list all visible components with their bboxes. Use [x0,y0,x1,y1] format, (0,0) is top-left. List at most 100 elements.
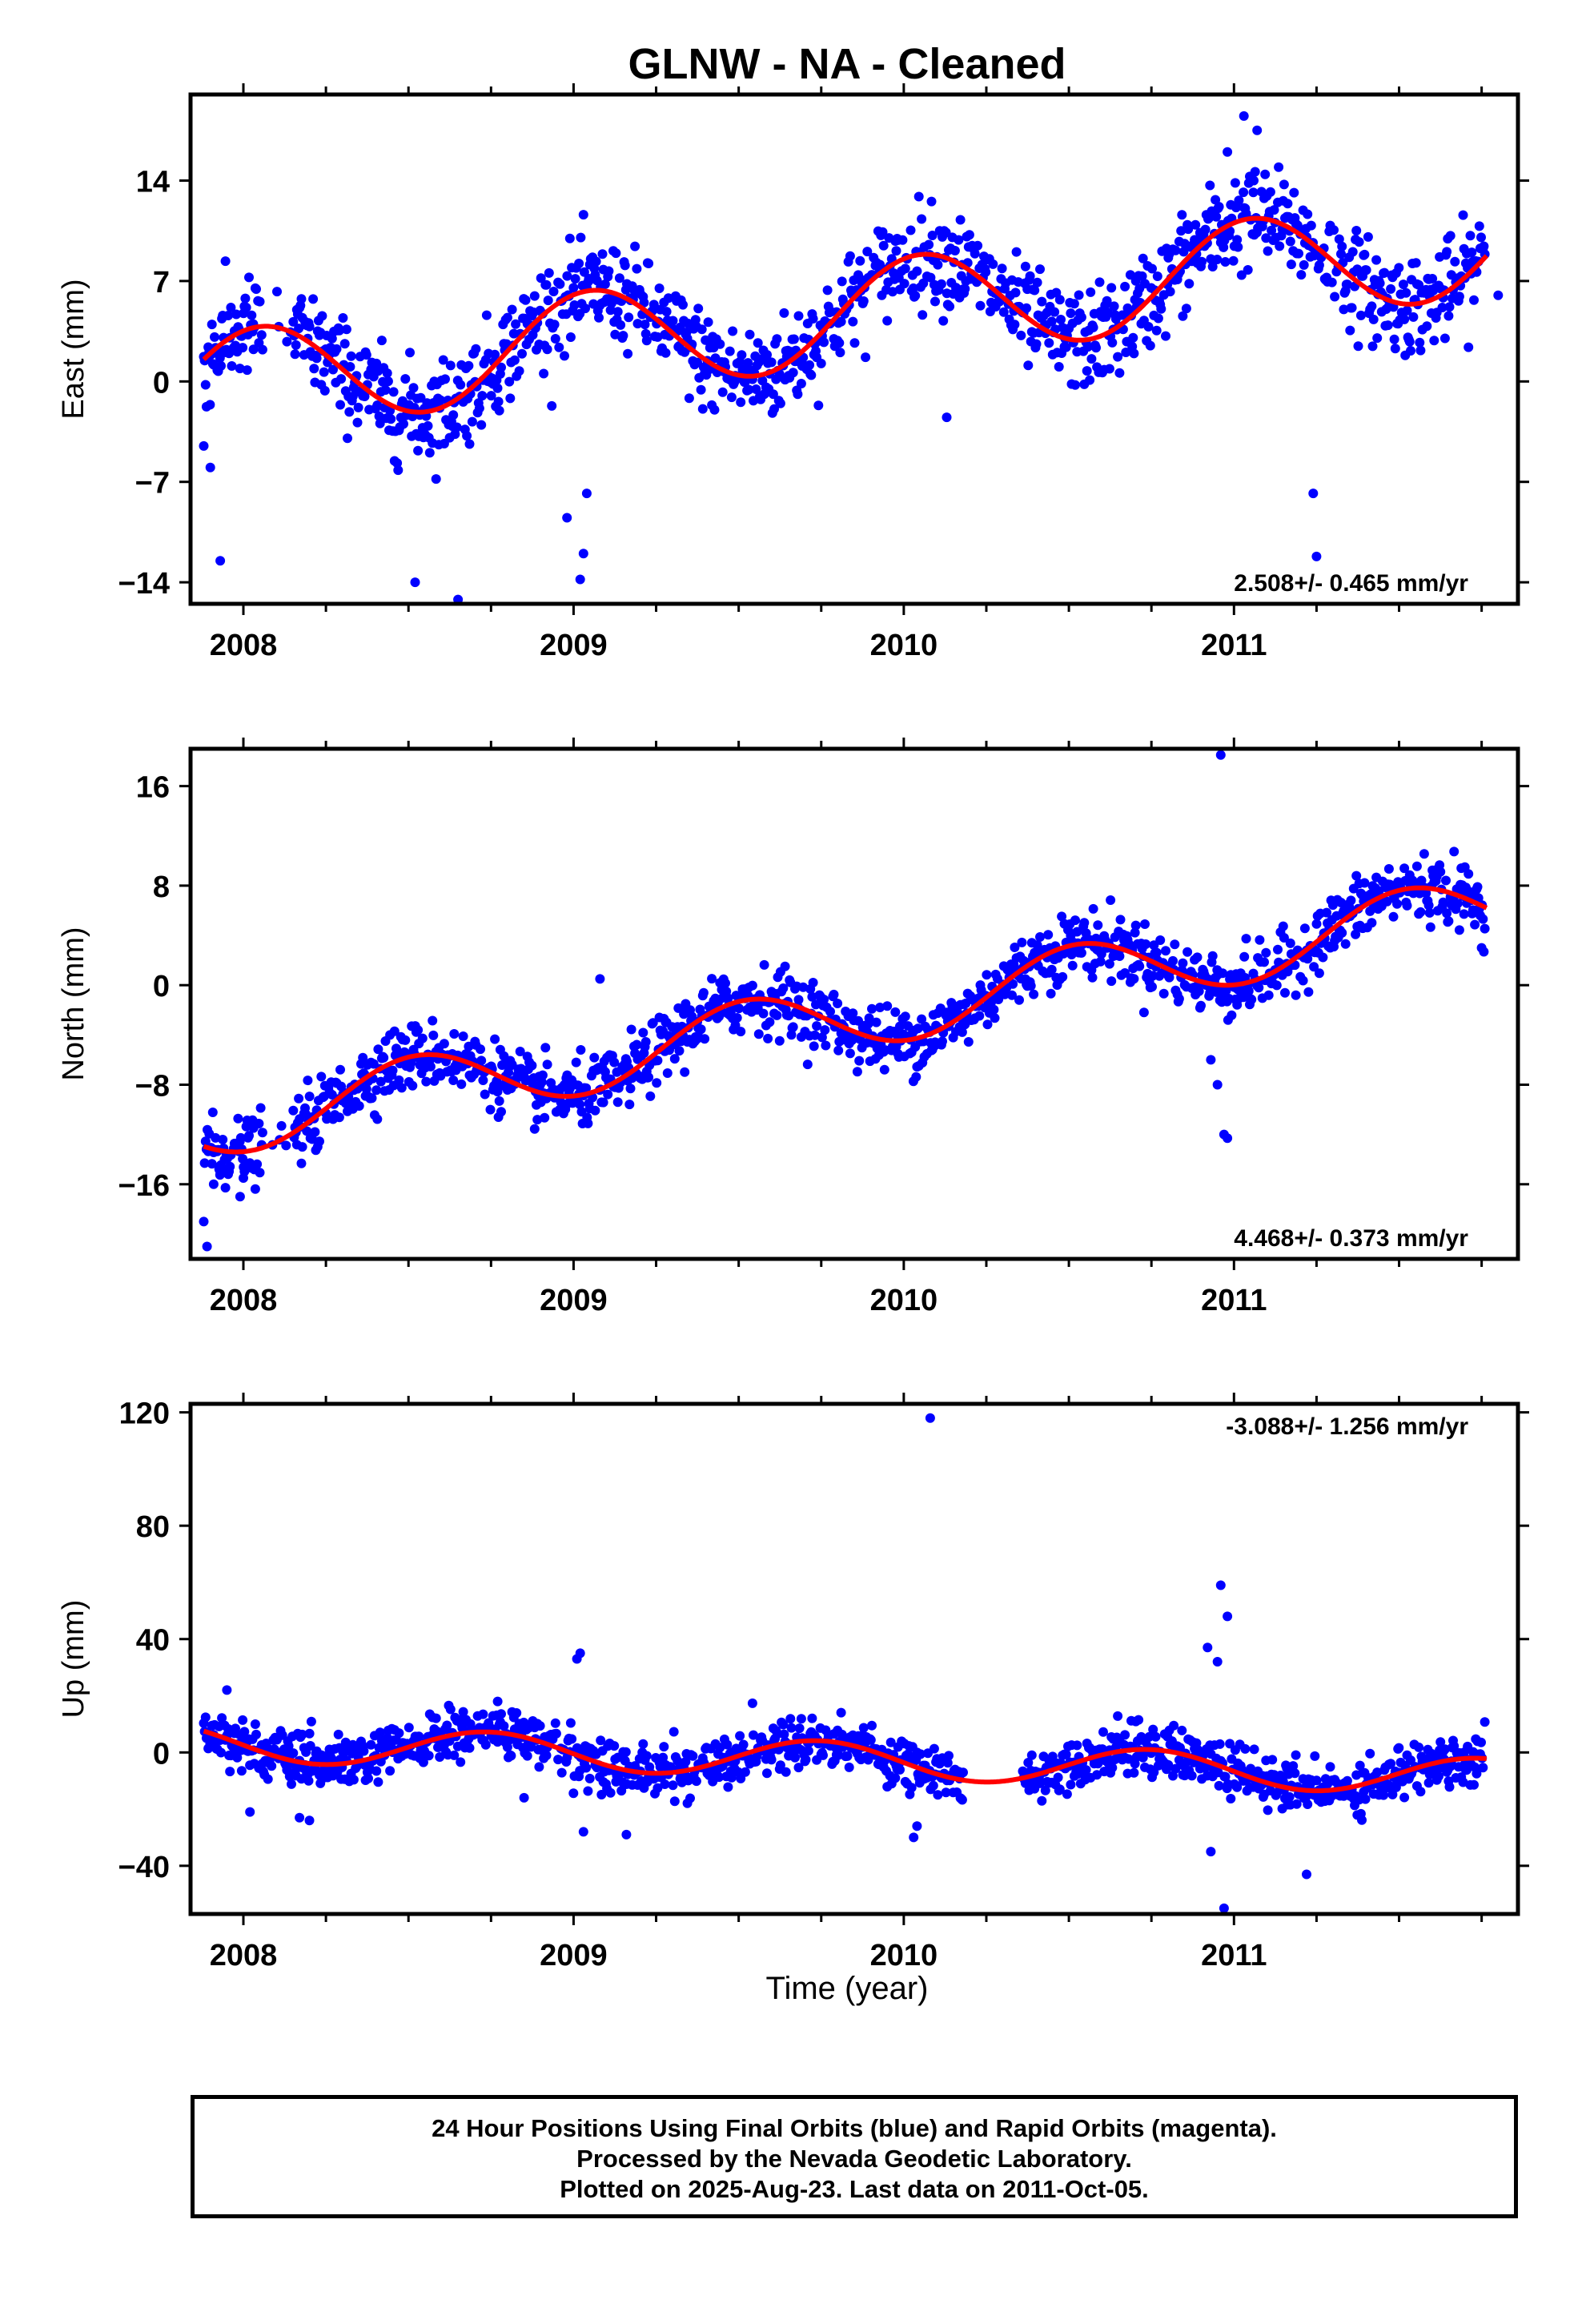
east-point [405,348,415,358]
up-point [609,1741,620,1751]
east-point [304,321,315,332]
east-point [1367,301,1377,312]
north-point [428,1030,439,1040]
east-point [849,338,860,348]
east-point [630,241,640,251]
east-fit-curve [202,215,1489,415]
north-point [1359,878,1370,888]
east-point [1367,341,1378,352]
east-point [445,360,456,371]
north-point [848,1008,858,1019]
north-point [1170,939,1180,950]
up-point [766,1755,777,1765]
north-y-tick-label: −16 [118,1169,170,1203]
east-point [789,334,799,344]
up-point [1355,1760,1365,1771]
north-point [373,1044,383,1055]
up-point [1414,1742,1424,1752]
north-point [1478,914,1488,924]
north-point [669,1054,680,1064]
up-point [333,1729,343,1739]
north-frame [188,746,1520,1261]
north-point [1087,972,1098,983]
up-point [1288,1761,1299,1771]
east-outlier-point [410,577,420,588]
north-point [1029,989,1039,999]
north-point [758,1008,769,1019]
up-point [465,1719,476,1729]
up-point [752,1751,762,1761]
east-point [644,259,654,268]
up-outlier-point [492,1696,503,1707]
north-point [1026,981,1036,991]
east-point [960,283,970,294]
north-point [379,1052,389,1063]
east-point [1458,210,1468,220]
east-point [973,240,983,251]
east-point [877,227,888,237]
up-point [1372,1767,1383,1778]
east-point [1334,234,1344,244]
east-point [1427,274,1438,283]
east-point [1339,304,1349,315]
east-point [361,350,371,360]
up-point [1240,1743,1251,1754]
east-point [352,417,363,428]
east-point [580,304,590,314]
east-point [1056,315,1066,324]
up-point [1310,1751,1320,1761]
up-point [1061,1749,1071,1759]
east-point [490,349,500,360]
up-point [803,1746,813,1756]
up-point [267,1761,277,1771]
east-point [216,360,226,371]
east-rate-label: 2.508+/- 0.465 mm/yr [1234,570,1468,597]
north-point [1247,995,1257,1005]
east-point [1114,368,1125,378]
east-point [950,246,960,255]
east-point [1107,337,1118,348]
east-point [1329,225,1339,235]
up-point [786,1723,797,1733]
east-point [440,374,450,384]
north-outlier-point [239,1173,248,1183]
up-point [541,1751,552,1760]
north-point [1298,975,1308,986]
east-point [574,259,584,268]
up-point [363,1773,373,1783]
east-point [294,324,304,334]
north-point [304,1092,315,1102]
north-point [307,1134,317,1144]
east-point [1088,322,1098,332]
north-point [765,1017,775,1027]
east-point [1113,352,1123,362]
east-point [257,344,267,355]
east-point [1439,333,1450,344]
east-point [728,326,738,336]
east-point [375,418,385,428]
east-point [1104,364,1114,374]
north-point [1340,939,1351,949]
east-x-tick-label: 2011 [1201,629,1267,662]
east-point [737,350,747,360]
north-point [334,1112,344,1123]
east-point [725,346,735,356]
north-point [540,1043,551,1053]
up-point [865,1735,876,1745]
east-outlier-point [581,489,592,499]
up-point [581,1763,592,1773]
east-point [291,340,301,350]
east-point [1143,322,1154,332]
north-point [674,1046,685,1056]
east-point [1086,354,1097,364]
north-x-tick-label: 2010 [870,1284,938,1317]
east-point [1082,366,1092,376]
up-point [1092,1770,1102,1780]
north-fit-curve [203,885,1488,1155]
east-point [753,338,763,348]
north-point [1178,958,1188,968]
east-point [493,396,504,407]
east-point [1153,313,1163,324]
east-point [1046,316,1057,327]
north-outlier-point [1212,1080,1223,1090]
